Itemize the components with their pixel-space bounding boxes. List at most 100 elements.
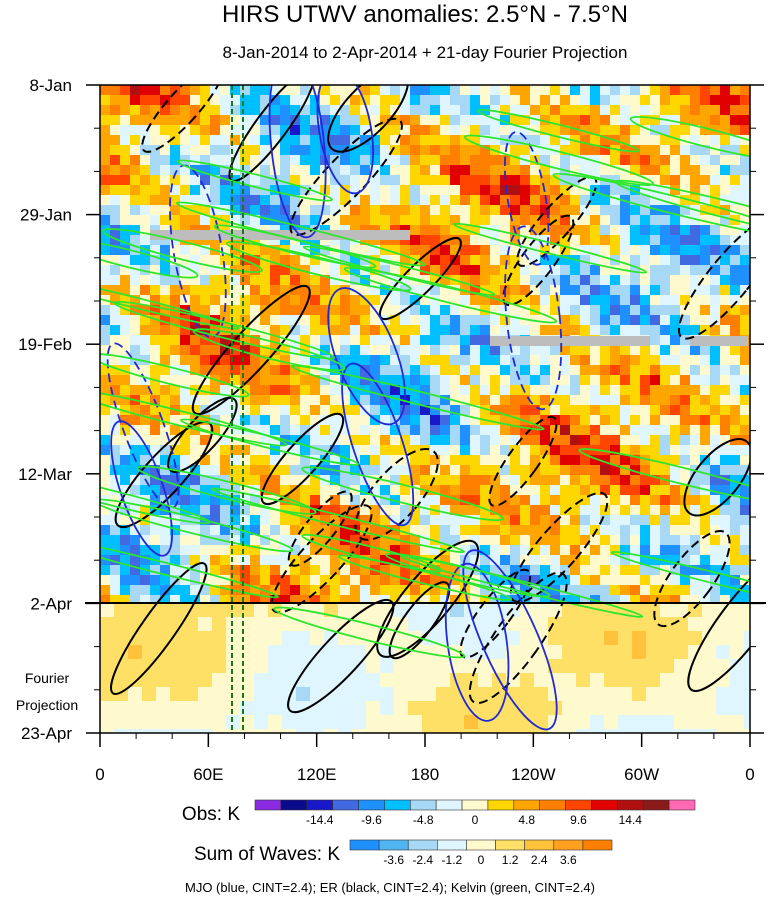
obs-cell	[270, 455, 281, 466]
obs-cell	[510, 565, 521, 576]
obs-cell	[280, 125, 291, 136]
obs-cell	[220, 85, 231, 96]
obs-cell	[730, 385, 741, 396]
obs-cell	[260, 405, 271, 416]
obs-cell	[510, 205, 521, 216]
obs-cell	[170, 495, 181, 506]
obs-cell	[470, 245, 481, 256]
obs-cell	[170, 195, 181, 206]
obs-cell	[580, 375, 591, 386]
projection-cell	[730, 631, 745, 646]
obs-cell	[610, 375, 621, 386]
obs-cell	[310, 295, 321, 306]
obs-cell	[700, 305, 711, 316]
obs-cell	[210, 275, 221, 286]
obs-cell	[420, 155, 431, 166]
obs-cell	[710, 305, 721, 316]
projection-cell	[268, 673, 283, 688]
projection-cell	[464, 729, 479, 733]
projection-cell	[604, 701, 619, 716]
projection-cell	[646, 631, 661, 646]
obs-cell	[430, 135, 441, 146]
obs-cell	[370, 485, 381, 496]
projection-cell	[520, 645, 535, 660]
x-tick-label: 0	[95, 765, 104, 784]
obs-cell	[600, 115, 611, 126]
obs-cell	[700, 175, 711, 186]
obs-cell	[630, 435, 641, 446]
obs-cell	[420, 455, 431, 466]
obs-cell	[610, 125, 621, 136]
obs-cell	[320, 355, 331, 366]
obs-cell	[370, 465, 381, 476]
plot-area	[100, 85, 750, 733]
obs-cell	[480, 185, 491, 196]
obs-cell	[480, 235, 491, 246]
obs-cell	[420, 525, 431, 536]
projection-cell	[478, 659, 493, 674]
obs-cell	[580, 395, 591, 406]
obs-cell	[250, 295, 261, 306]
obs-cell	[220, 405, 231, 416]
obs-cell	[130, 225, 141, 236]
obs-cell	[120, 545, 131, 556]
obs-cell	[730, 275, 741, 286]
obs-cell	[190, 545, 201, 556]
projection-cell	[562, 659, 577, 674]
projection-cell	[716, 701, 731, 716]
obs-cell	[210, 475, 221, 486]
obs-cell	[610, 305, 621, 316]
obs-cell	[430, 235, 441, 246]
obs-cell	[180, 135, 191, 146]
obs-cell	[510, 495, 521, 506]
obs-cell	[380, 525, 391, 536]
projection-label-line2: Projection	[16, 697, 78, 713]
obs-cell	[310, 95, 321, 106]
obs-cell	[410, 105, 421, 116]
projection-cell	[198, 673, 213, 688]
obs-cell	[730, 175, 741, 186]
obs-cell	[720, 225, 731, 236]
obs-cell	[430, 145, 441, 156]
obs-cell	[690, 295, 701, 306]
obs-cell	[240, 475, 251, 486]
obs-cell	[150, 435, 161, 446]
obs-cell	[130, 305, 141, 316]
obs-cell	[630, 395, 641, 406]
obs-cell	[300, 565, 311, 576]
obs-cell	[560, 415, 571, 426]
projection-cell	[688, 673, 703, 688]
obs-cell	[580, 585, 591, 596]
mjo-contour	[504, 225, 563, 411]
y-tick-label: 23-Apr	[21, 724, 72, 743]
obs-cell	[350, 205, 361, 216]
obs-cell	[690, 175, 701, 186]
obs-cell	[700, 555, 711, 566]
obs-cell	[420, 225, 431, 236]
projection-cell	[226, 729, 241, 733]
obs-cell	[380, 465, 391, 476]
projection-cell	[142, 701, 157, 716]
obs-cell	[570, 85, 581, 96]
obs-cell	[510, 195, 521, 206]
obs-cell	[370, 475, 381, 486]
projection-cell	[226, 715, 241, 730]
projection-cell	[632, 617, 647, 632]
obs-cell	[310, 555, 321, 566]
projection-cell	[212, 631, 227, 646]
obs-cell	[450, 145, 461, 156]
obs-cell	[420, 465, 431, 476]
obs-cell	[520, 435, 531, 446]
projection-cell	[562, 645, 577, 660]
obs-cell	[680, 535, 691, 546]
projection-cell	[646, 645, 661, 660]
projection-cell	[436, 659, 451, 674]
obs-cell	[320, 525, 331, 536]
obs-cell	[250, 245, 261, 256]
obs-cell	[180, 285, 191, 296]
obs-cell	[130, 85, 141, 96]
obs-cell	[720, 435, 731, 446]
obs-cell	[360, 275, 371, 286]
obs-cell	[160, 175, 171, 186]
